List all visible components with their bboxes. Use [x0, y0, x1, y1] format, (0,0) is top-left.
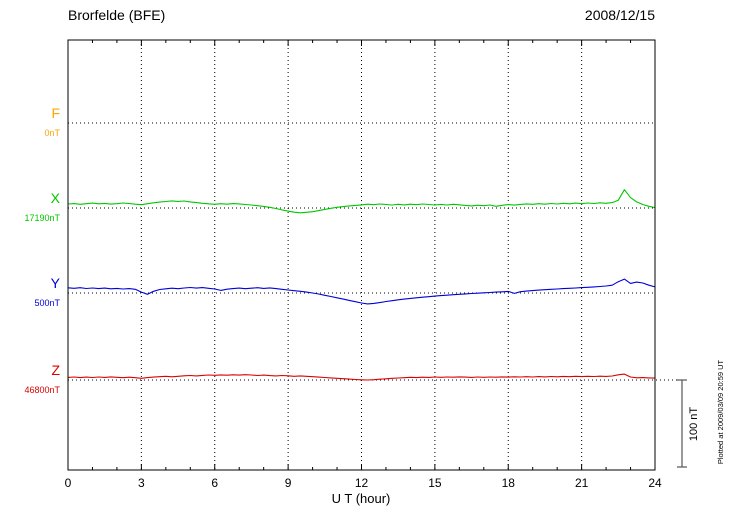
plot-frame	[67, 39, 656, 471]
series-label-X: X	[51, 190, 61, 206]
grid-layer	[68, 40, 678, 470]
series-baseline-label-Y: 500nT	[34, 298, 60, 308]
series-label-Y: Y	[51, 275, 61, 291]
labels-layer: F 0nT X 17190nT Y 500nT Z 46800nT 0 3 6 9 12 15 18 21 24	[24, 105, 662, 490]
x-tick-label: 0	[65, 476, 72, 490]
plot-date: 2008/12/15	[585, 7, 655, 23]
series-baseline-label-Z: 46800nT	[24, 385, 60, 395]
station-title: Brorfelde (BFE)	[68, 7, 165, 23]
scalebar-label: 100 nT	[688, 407, 700, 442]
plotted-at-note: Plotted at 2009/03/09 20:59 UT	[716, 359, 725, 464]
trace-layer	[67, 189, 656, 381]
x-axis-title: U T (hour)	[332, 491, 391, 506]
x-tick-label: 15	[428, 476, 442, 490]
scalebar-layer	[677, 379, 687, 468]
x-tick-label: 6	[211, 476, 218, 490]
trace-Y	[67, 278, 656, 305]
x-tick-label: 12	[355, 476, 369, 490]
x-tick-label: 21	[575, 476, 589, 490]
x-tick-label: 3	[138, 476, 145, 490]
series-label-Z: Z	[51, 362, 60, 378]
trace-Z	[67, 373, 656, 381]
x-tick-label: 18	[502, 476, 516, 490]
series-baseline-label-X: 17190nT	[24, 213, 60, 223]
x-tick-label: 9	[285, 476, 292, 490]
x-tick-label: 24	[648, 476, 662, 490]
trace-X	[67, 189, 656, 214]
series-label-F: F	[51, 105, 60, 121]
series-baseline-label-F: 0nT	[44, 128, 60, 138]
